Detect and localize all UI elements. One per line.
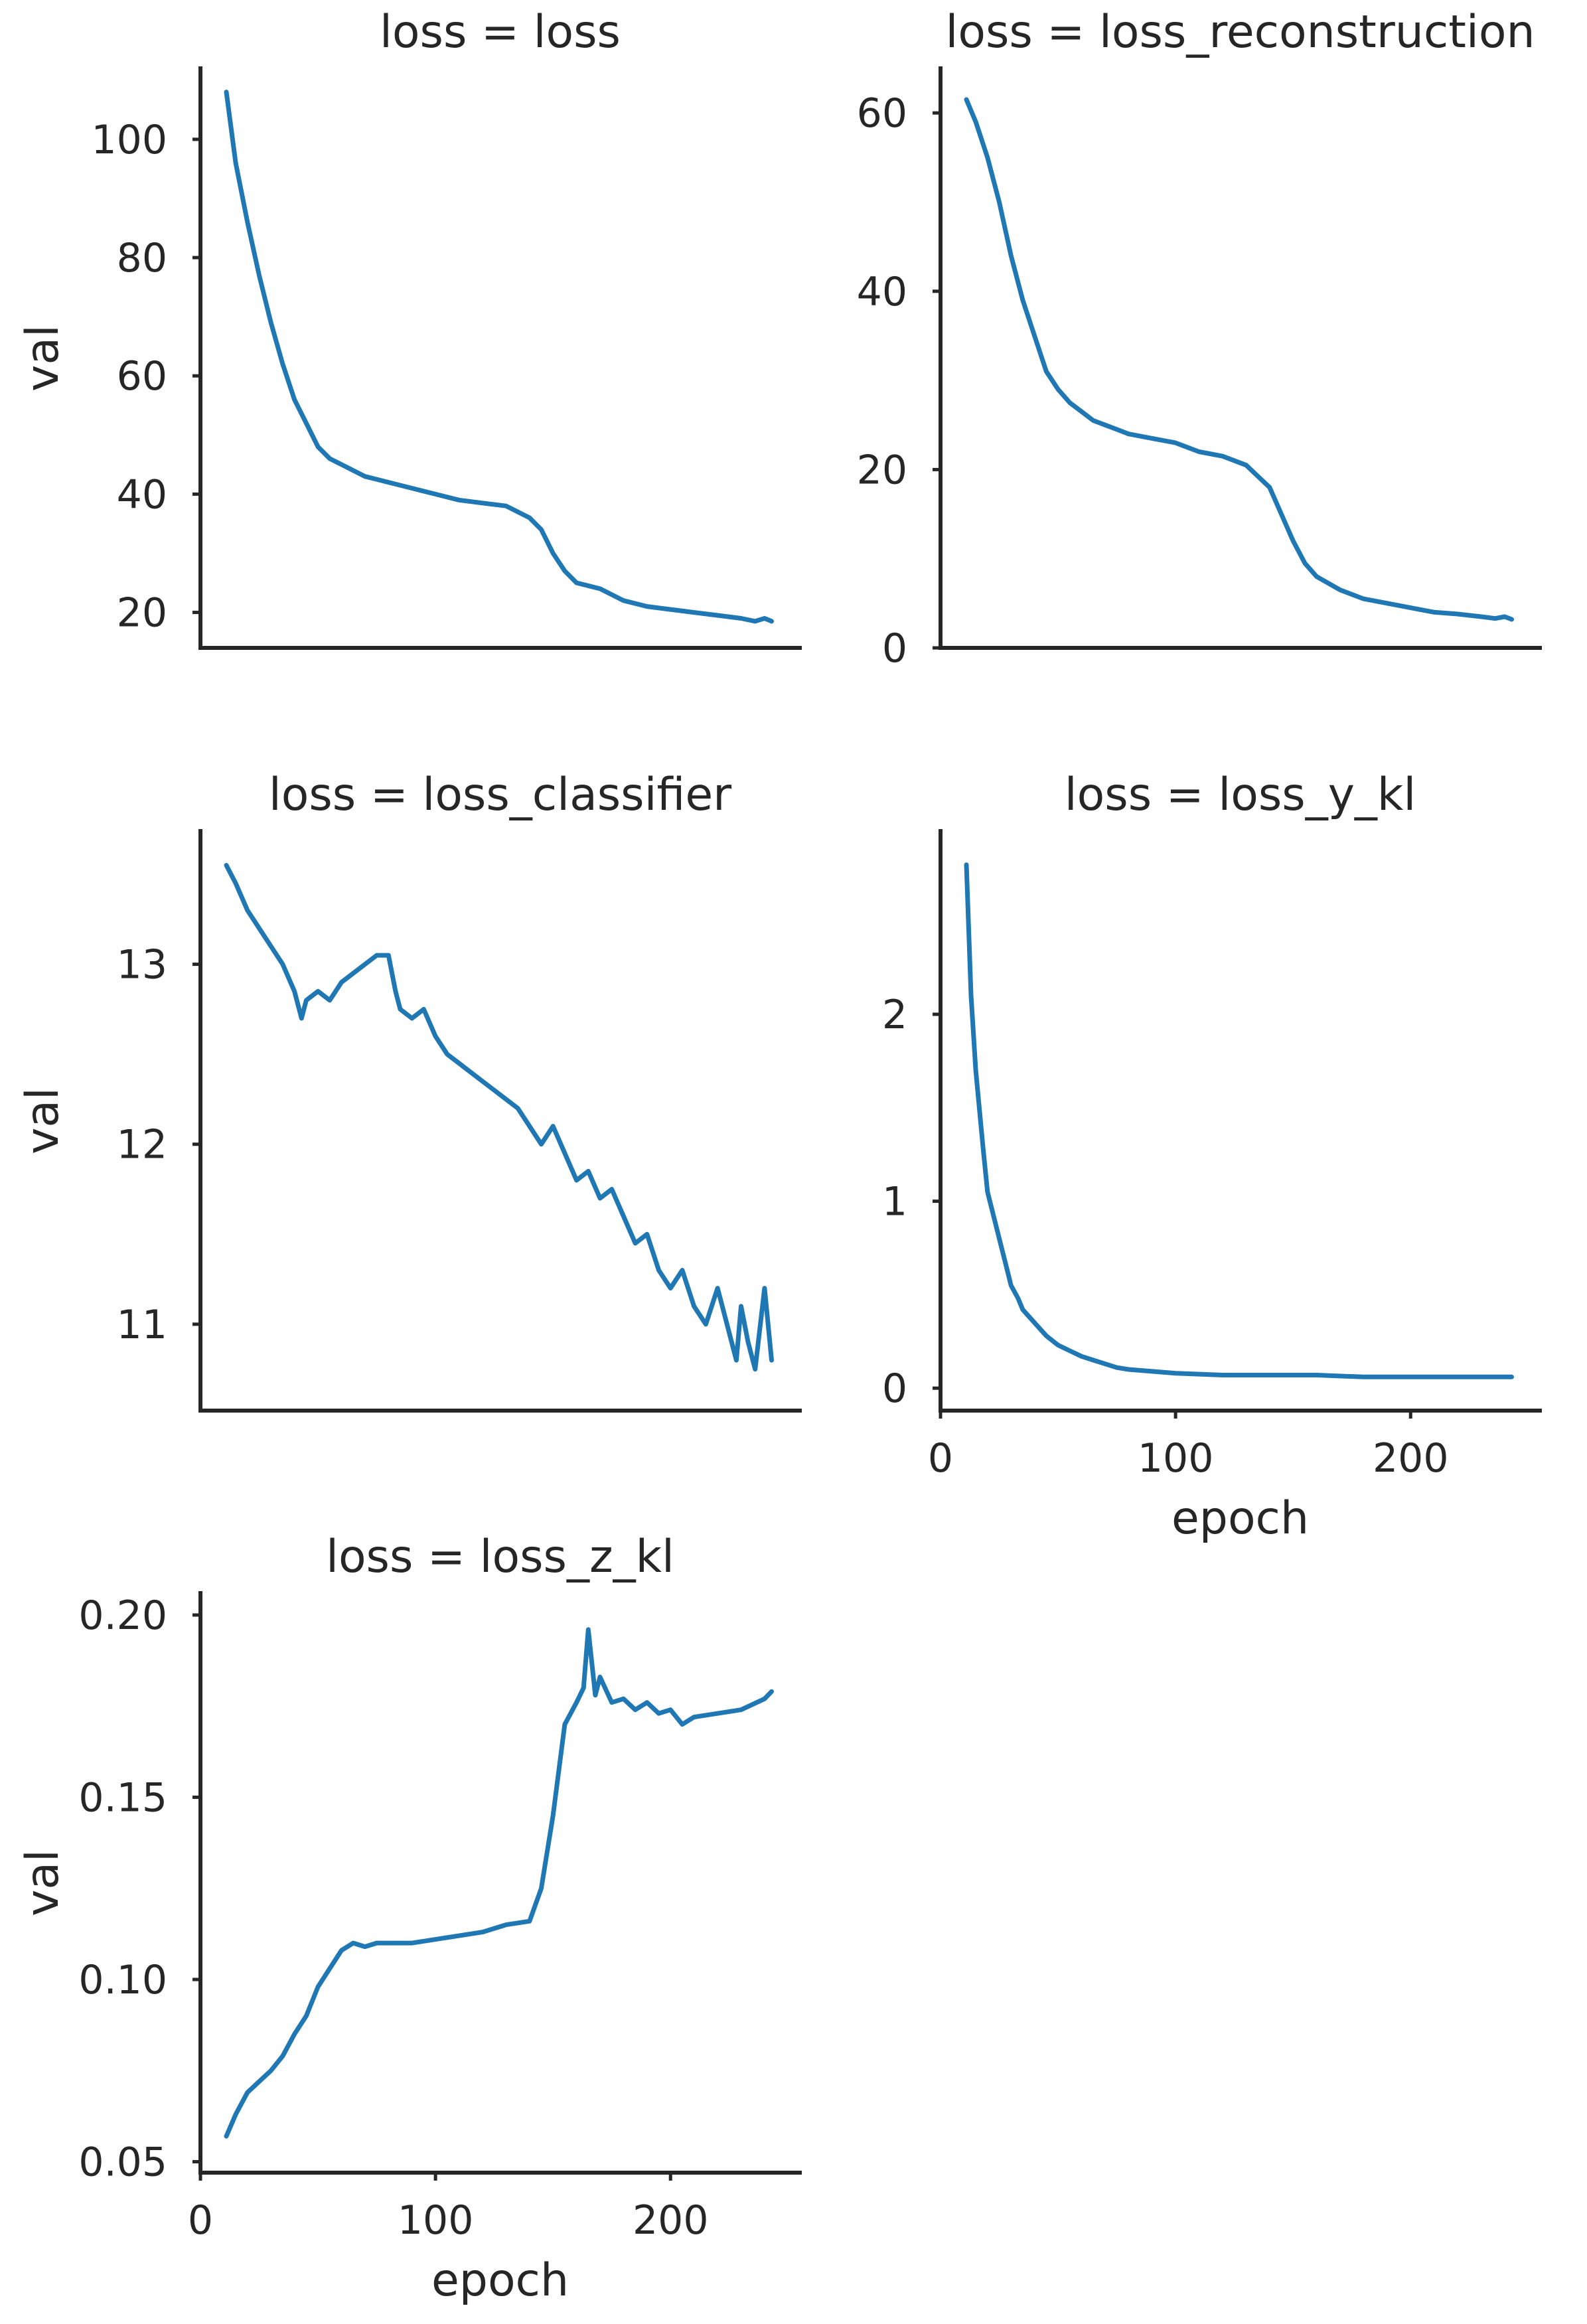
y-tick-label: 0.15 — [78, 1774, 167, 1821]
series-line-loss-y-kl — [964, 862, 1514, 1379]
panel-title: loss = loss_reconstruction — [945, 6, 1535, 58]
y-tick-label: 0.10 — [78, 1957, 167, 2003]
y-tick-label: 0 — [882, 625, 907, 672]
y-tick-label: 40 — [117, 471, 167, 518]
panel-loss-reconstruction: loss = loss_reconstruction 0 20 40 60 — [857, 6, 1542, 672]
y-tick-label: 60 — [857, 90, 907, 137]
y-tick-label: 20 — [857, 447, 907, 493]
y-tick-label: 100 — [91, 117, 167, 163]
y-tick-label: 0 — [882, 1365, 907, 1412]
y-tick-label: 1 — [882, 1179, 907, 1225]
x-axis-label: epoch — [431, 2254, 569, 2307]
panel-title: loss = loss_y_kl — [1065, 769, 1416, 821]
y-tick-label: 0.20 — [78, 1592, 167, 1639]
x-tick-label: 0 — [928, 1435, 953, 1482]
panel-loss-z-kl: loss = loss_z_kl 0.05 0.10 0.15 0.20 0 100 200 v… — [17, 1531, 802, 2307]
x-tick-label: 200 — [633, 2197, 709, 2244]
y-tick-label: 12 — [117, 1122, 167, 1168]
y-tick-label: 40 — [857, 269, 907, 315]
x-tick-label: 100 — [1138, 1435, 1214, 1482]
x-axis-label: epoch — [1171, 1492, 1309, 1545]
series-line-loss-classifier — [224, 863, 774, 1372]
panel-loss: loss = loss 20 40 60 80 100 val — [17, 6, 802, 650]
y-tick-label: 2 — [882, 992, 907, 1038]
panel-loss-y-kl: loss = loss_y_kl 0 1 2 0 100 200 epoch — [882, 769, 1542, 1545]
panel-title: loss = loss_z_kl — [326, 1531, 674, 1583]
y-axis-label: val — [17, 1087, 69, 1154]
y-tick-label: 0.05 — [78, 2139, 167, 2186]
series-line-loss-reconstruction — [964, 97, 1514, 622]
panel-title: loss = loss_classifier — [269, 769, 731, 821]
x-tick-label: 200 — [1373, 1435, 1449, 1482]
y-tick-label: 13 — [117, 942, 167, 988]
y-tick-label: 80 — [117, 235, 167, 281]
y-tick-label: 60 — [117, 353, 167, 400]
x-tick-label: 100 — [398, 2197, 474, 2244]
series-line-loss — [224, 90, 774, 624]
y-axis-label: val — [17, 325, 69, 392]
y-tick-label: 11 — [117, 1302, 167, 1348]
series-line-loss-z-kl — [224, 1627, 774, 2139]
panel-title: loss = loss — [380, 6, 621, 58]
panel-loss-classifier: loss = loss_classifier 11 12 13 val — [17, 769, 802, 1413]
y-axis-label: val — [17, 1849, 69, 1916]
x-tick-label: 0 — [188, 2197, 213, 2244]
y-tick-label: 20 — [117, 590, 167, 637]
